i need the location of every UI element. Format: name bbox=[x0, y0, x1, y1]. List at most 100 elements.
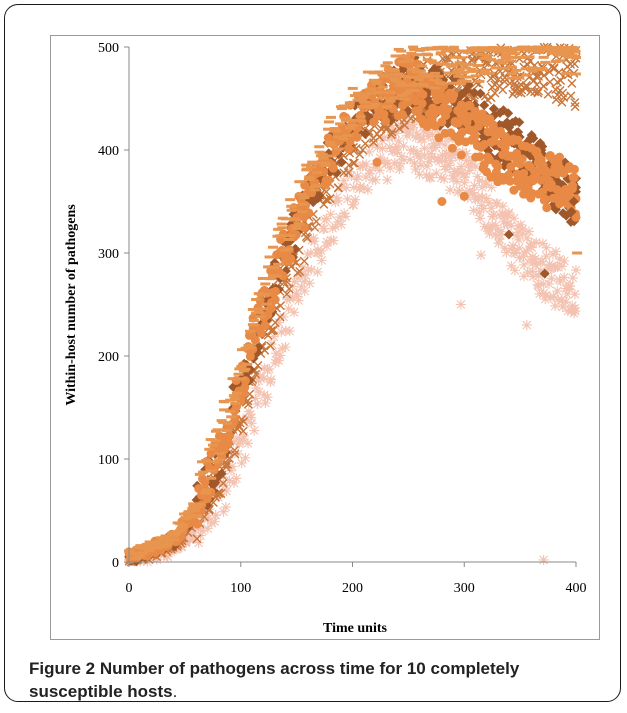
circle-point bbox=[475, 152, 485, 162]
dash-point bbox=[304, 175, 315, 179]
star-point bbox=[161, 551, 172, 562]
dash-point bbox=[418, 72, 429, 76]
star-point bbox=[556, 261, 567, 272]
star-point bbox=[243, 406, 254, 417]
star-point bbox=[325, 209, 336, 220]
dash-point bbox=[500, 54, 511, 58]
dash-point bbox=[408, 45, 419, 49]
dash-point bbox=[216, 419, 227, 423]
star-point bbox=[545, 263, 556, 274]
x-point bbox=[387, 127, 397, 137]
star-point bbox=[543, 278, 554, 289]
dash-point bbox=[398, 60, 409, 64]
dash-point bbox=[423, 74, 434, 78]
dash-point bbox=[355, 115, 366, 119]
star-point bbox=[561, 289, 572, 300]
star-point bbox=[414, 153, 425, 164]
dash-point bbox=[139, 547, 150, 551]
dash-point bbox=[527, 69, 538, 73]
circle-point bbox=[437, 197, 447, 206]
dash-point bbox=[572, 251, 583, 255]
star-point bbox=[552, 286, 563, 297]
circle-point bbox=[245, 351, 255, 361]
dash-point bbox=[317, 152, 328, 156]
dash-point bbox=[280, 217, 291, 221]
dash-point bbox=[254, 311, 265, 315]
circle-point bbox=[413, 106, 423, 116]
star-point bbox=[243, 438, 254, 449]
dash-point bbox=[416, 64, 427, 68]
circle-point bbox=[256, 328, 266, 338]
dash-point bbox=[464, 75, 475, 79]
dash-point bbox=[371, 82, 382, 86]
dash-point bbox=[298, 202, 309, 206]
dash-point bbox=[301, 163, 312, 167]
dash-point bbox=[470, 74, 481, 78]
star-point bbox=[533, 280, 544, 291]
star-point bbox=[479, 221, 490, 232]
star-point bbox=[540, 294, 551, 305]
dash-point bbox=[507, 76, 518, 80]
star-point bbox=[451, 176, 462, 187]
dash-point bbox=[137, 551, 148, 555]
dash-point bbox=[561, 71, 572, 75]
circle-point bbox=[270, 295, 280, 305]
star-point bbox=[461, 148, 472, 159]
star-point bbox=[284, 326, 295, 337]
dash-point bbox=[389, 68, 400, 72]
dash-point bbox=[500, 56, 511, 60]
dash-point bbox=[419, 84, 430, 88]
star-point bbox=[548, 291, 559, 302]
dash-point bbox=[448, 63, 459, 67]
dash-point bbox=[182, 511, 193, 515]
star-point bbox=[444, 133, 455, 144]
x-point bbox=[302, 233, 312, 243]
dash-point bbox=[429, 61, 440, 65]
dash-point bbox=[349, 94, 360, 98]
x-point bbox=[533, 88, 543, 98]
star-point bbox=[545, 292, 556, 303]
dash-point bbox=[461, 79, 472, 83]
data-marks bbox=[124, 42, 583, 567]
dash-point bbox=[325, 140, 336, 144]
dash-point bbox=[294, 180, 305, 184]
star-point bbox=[468, 205, 479, 216]
star-point bbox=[259, 373, 270, 384]
x-axis-title: Time units bbox=[323, 621, 387, 636]
star-point bbox=[488, 209, 499, 220]
star-point bbox=[197, 525, 208, 536]
y-tick-label: 200 bbox=[98, 350, 119, 365]
dash-point bbox=[229, 397, 240, 401]
star-point bbox=[338, 175, 349, 186]
dash-point bbox=[219, 400, 230, 404]
dash-point bbox=[238, 369, 249, 373]
dash-point bbox=[429, 86, 440, 90]
dash-point bbox=[454, 61, 465, 65]
dash-point bbox=[462, 50, 473, 54]
diamond-point bbox=[469, 87, 480, 98]
star-point bbox=[312, 266, 323, 277]
star-point bbox=[352, 171, 363, 182]
star-point bbox=[513, 227, 524, 238]
dash-point bbox=[377, 73, 388, 77]
dash-point bbox=[178, 525, 189, 529]
star-point bbox=[370, 174, 381, 185]
star-point bbox=[414, 169, 425, 180]
star-point bbox=[499, 243, 510, 253]
circle-point bbox=[260, 320, 270, 330]
star-point bbox=[506, 243, 517, 254]
x-point bbox=[556, 76, 566, 85]
star-point bbox=[374, 165, 385, 176]
star-point bbox=[206, 518, 217, 529]
x-point bbox=[325, 194, 335, 204]
star-point bbox=[228, 477, 239, 488]
dash-point bbox=[163, 541, 174, 545]
dash-point bbox=[344, 101, 355, 105]
circle-point bbox=[328, 163, 338, 173]
star-point bbox=[464, 165, 475, 176]
dash-point bbox=[243, 344, 254, 348]
dash-point bbox=[169, 538, 180, 542]
dash-point bbox=[175, 528, 186, 532]
star-point bbox=[187, 533, 198, 544]
star-point bbox=[550, 246, 561, 257]
